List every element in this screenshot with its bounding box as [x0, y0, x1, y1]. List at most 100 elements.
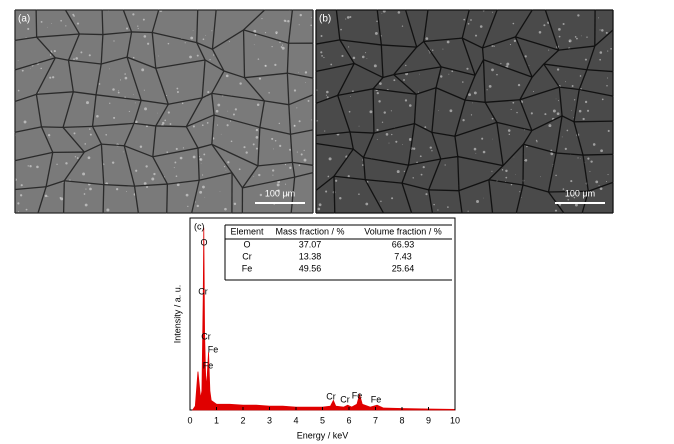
speckle — [303, 149, 305, 151]
crack — [294, 171, 314, 178]
crack — [315, 94, 338, 104]
speckle — [25, 37, 27, 38]
speckle — [473, 147, 477, 151]
crack — [201, 92, 213, 99]
speckle — [492, 138, 493, 140]
crack — [515, 36, 559, 51]
speckle — [571, 85, 574, 87]
speckle — [120, 79, 122, 81]
speckle — [540, 176, 542, 178]
table-header: Mass fraction / % — [275, 226, 344, 236]
speckle — [491, 68, 494, 72]
speckle — [361, 164, 364, 166]
speckle — [408, 104, 412, 107]
speckle — [548, 124, 552, 128]
crack — [133, 122, 156, 127]
speckle — [323, 56, 325, 59]
x-axis-label: Energy / keV — [297, 430, 349, 440]
speckle — [112, 88, 115, 91]
crack — [337, 88, 374, 96]
crack — [264, 100, 289, 106]
crack — [101, 143, 125, 147]
table-cell: Cr — [242, 251, 252, 261]
speckle — [422, 166, 425, 169]
speckle — [274, 139, 277, 142]
speckle — [388, 142, 390, 144]
speckle — [46, 26, 48, 28]
speckle — [113, 40, 115, 42]
speckle — [257, 58, 260, 60]
speckle — [142, 18, 145, 21]
speckle — [234, 108, 237, 111]
table-cell: 37.07 — [299, 239, 322, 249]
crack — [558, 45, 595, 51]
crack — [594, 29, 614, 47]
speckle — [223, 165, 226, 168]
crack — [376, 9, 382, 45]
speckle — [261, 18, 263, 20]
crack — [62, 91, 74, 128]
crack — [372, 88, 375, 134]
speckle — [167, 42, 170, 45]
speckle — [83, 193, 86, 195]
crack — [362, 157, 366, 180]
crack — [431, 131, 456, 137]
speckle — [147, 42, 150, 45]
speckle — [212, 54, 215, 56]
crack — [55, 57, 69, 61]
crack — [14, 126, 42, 133]
peak-label: Cr — [198, 286, 208, 296]
speckle — [253, 44, 255, 46]
crack — [231, 172, 243, 189]
speckle — [346, 16, 350, 19]
speckle — [496, 73, 498, 76]
crack — [64, 180, 104, 186]
speckle — [358, 125, 360, 127]
speckle — [601, 29, 604, 32]
x-tick-label: 2 — [240, 415, 245, 425]
speckle — [473, 91, 477, 95]
crack — [393, 46, 418, 76]
speckle — [605, 31, 608, 34]
crack — [167, 179, 200, 185]
crack — [292, 161, 314, 166]
sem-image-b — [316, 10, 613, 213]
speckle — [524, 55, 527, 58]
crack — [488, 165, 504, 181]
speckle — [166, 95, 168, 97]
speckle — [226, 124, 229, 127]
speckle — [556, 112, 560, 116]
speckle — [113, 116, 116, 119]
speckle — [194, 201, 196, 203]
speckle — [548, 49, 550, 51]
speckle — [535, 139, 538, 142]
speckle — [145, 165, 148, 168]
speckle — [300, 153, 303, 156]
speckle — [555, 98, 557, 100]
crack — [502, 143, 524, 167]
crack — [352, 148, 364, 158]
speckle — [500, 62, 502, 65]
speckle — [271, 45, 273, 48]
crack — [35, 9, 38, 38]
crack — [544, 9, 560, 51]
crack — [428, 189, 434, 214]
crack — [519, 86, 560, 101]
speckle — [143, 35, 147, 38]
speckle — [373, 64, 377, 68]
crack — [14, 93, 37, 103]
crack — [454, 121, 498, 137]
speckle — [277, 189, 280, 193]
table-cell: 66.93 — [392, 239, 415, 249]
table-cell: 13.38 — [299, 251, 322, 261]
speckle — [412, 147, 416, 150]
speckle — [287, 20, 290, 23]
speckle — [200, 163, 202, 164]
crack — [573, 89, 580, 122]
crack — [212, 29, 244, 50]
speckle — [17, 202, 20, 205]
speckle — [230, 140, 233, 143]
speckle — [376, 128, 379, 132]
speckle — [379, 82, 382, 85]
crack — [457, 156, 460, 191]
